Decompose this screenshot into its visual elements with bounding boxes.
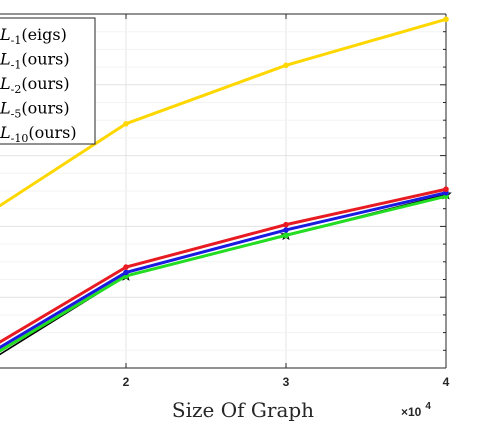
data-point [123,264,129,270]
x-tick-labels: 2 3 4 [123,375,450,389]
legend-base: L [0,25,11,44]
series-L-5(ours) [0,193,449,353]
series-line [0,194,447,353]
legend-subscript: -5 [11,108,22,121]
legend-subscript: -10 [11,132,29,145]
legend: L-1(eigs)L-1(ours)L-2(ours)L-5(ours)L-10… [0,17,96,145]
series-layer [0,16,452,356]
legend-base: L [0,74,11,93]
legend-entry: L-1(ours) [0,50,70,72]
legend-box [0,17,96,145]
legend-tail: (ours) [21,74,69,93]
legend-subscript: -1 [11,34,22,47]
x-axis-label: Size Of Graph [172,398,314,421]
legend-tail: (ours) [21,50,69,69]
legend-base: L [0,50,11,69]
legend-entry: L-2(ours) [0,74,70,96]
x-exponent-label: ×10 4 [401,401,431,420]
legend-base: L [0,99,11,118]
data-point [123,269,129,276]
series-L-10(ours) [0,188,452,356]
legend-entry: L-1(eigs) [0,25,67,47]
x-tick-label: 2 [123,375,130,389]
series-L-1(eigs) [0,16,449,208]
legend-tail: (ours) [28,123,76,142]
data-point [443,16,449,23]
series-L-1(ours) [0,186,449,344]
series-L-2(ours) [0,189,449,350]
x-tick-label: 4 [443,375,450,389]
x-tick-label: 3 [283,375,290,389]
data-point [283,62,289,69]
legend-entry: L-5(ours) [0,99,70,121]
legend-subscript: -1 [11,59,22,72]
data-point [283,232,289,239]
series-line [0,193,447,356]
legend-tail: (ours) [21,99,69,118]
legend-entry: L-10(ours) [0,123,77,145]
series-line [0,191,447,350]
x-exponent-times: ×10 [401,405,422,419]
data-point [283,227,289,233]
series-line [0,187,447,344]
legend-base: L [0,123,11,142]
data-point [123,120,129,127]
legend-subscript: -2 [11,83,22,96]
data-point [443,186,449,193]
x-exponent-power: 4 [425,401,431,412]
series-line [0,17,447,208]
data-point [283,221,289,228]
legend-tail: (eigs) [21,25,67,44]
